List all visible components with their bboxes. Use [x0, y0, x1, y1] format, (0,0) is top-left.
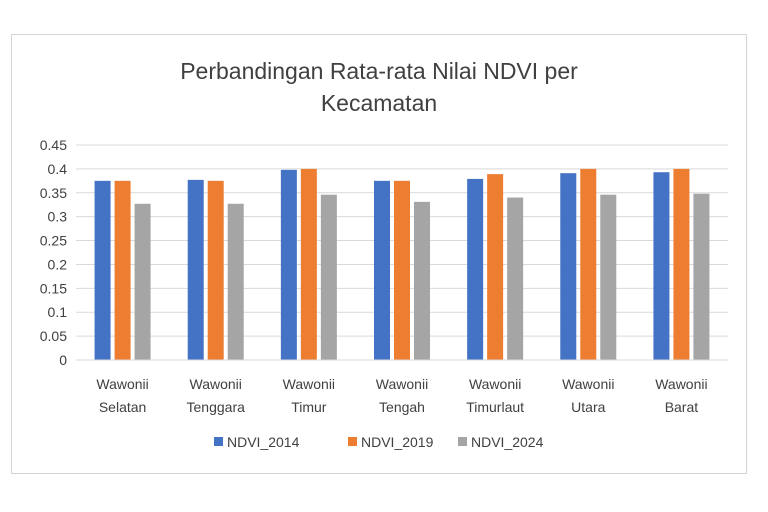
x-category-label: Wawonii: [190, 376, 242, 392]
legend-swatch: [214, 437, 223, 446]
x-category-label: Wawonii: [96, 376, 148, 392]
x-category-label: Wawonii: [655, 376, 707, 392]
x-category-label: Barat: [665, 399, 699, 415]
bar-ndvi-2024: [134, 203, 151, 360]
y-tick-label: 0.45: [40, 137, 67, 153]
x-category-label: Wawonii: [376, 376, 428, 392]
x-category-label: Timurlaut: [466, 399, 524, 415]
y-tick-label: 0.3: [48, 209, 68, 225]
bar-ndvi-2014: [467, 178, 484, 360]
bar-ndvi-2019: [673, 168, 690, 360]
bar-ndvi-2024: [600, 194, 617, 360]
y-tick-label: 0.1: [48, 304, 68, 320]
y-tick-label: 0.05: [40, 328, 67, 344]
x-category-label: Selatan: [99, 399, 146, 415]
bar-ndvi-2019: [114, 180, 131, 360]
bar-ndvi-2014: [374, 180, 390, 360]
bar-ndvi-2019: [487, 174, 504, 360]
bar-ndvi-2014: [280, 169, 297, 360]
x-category-label: Wawonii: [562, 376, 614, 392]
bar-ndvi-2014: [560, 173, 577, 360]
legend-label: NDVI_2019: [361, 434, 434, 450]
legend-label: NDVI_2024: [471, 434, 544, 450]
x-category-label: Tenggara: [187, 399, 246, 415]
x-category-label: Wawonii: [283, 376, 335, 392]
x-category-label: Wawonii: [469, 376, 521, 392]
chart-plot: 0 0.05 0.1 0.15 0.2 0.25 0.3 0.35 0.4 0.45 Wawonii…: [40, 137, 728, 450]
legend-swatch: [348, 437, 357, 446]
y-tick-label: 0.4: [48, 161, 68, 177]
x-category-label: Timur: [291, 399, 327, 415]
y-tick-label: 0: [59, 352, 67, 368]
bar-ndvi-2019: [580, 168, 597, 360]
bar-ndvi-2014: [94, 180, 111, 360]
x-category-label: Utara: [571, 399, 605, 415]
bar-ndvi-2014: [187, 179, 204, 360]
chart-frame: Perbandingan Rata-rata Nilai NDVI per Ke…: [11, 34, 747, 474]
legend-swatch: [458, 437, 467, 446]
y-tick-label: 0.35: [40, 185, 67, 201]
bar-ndvi-2024: [320, 194, 337, 360]
bar-ndvi-2019: [394, 180, 410, 360]
y-tick-label: 0.15: [40, 280, 67, 296]
bar-ndvi-2024: [227, 203, 244, 360]
bar-ndvi-2024: [693, 193, 710, 360]
bar-ndvi-2024: [414, 201, 430, 360]
x-category-label: Tengah: [379, 399, 425, 415]
bar-ndvi-2019: [300, 168, 317, 360]
bar-ndvi-2019: [207, 180, 224, 360]
chart-title: Perbandingan Rata-rata Nilai NDVI per Ke…: [180, 58, 578, 116]
legend-label: NDVI_2014: [227, 434, 300, 450]
y-tick-label: 0.2: [48, 256, 68, 272]
y-tick-label: 0.25: [40, 233, 67, 249]
bar-ndvi-2024: [507, 197, 524, 360]
bar-ndvi-2014: [653, 172, 670, 360]
